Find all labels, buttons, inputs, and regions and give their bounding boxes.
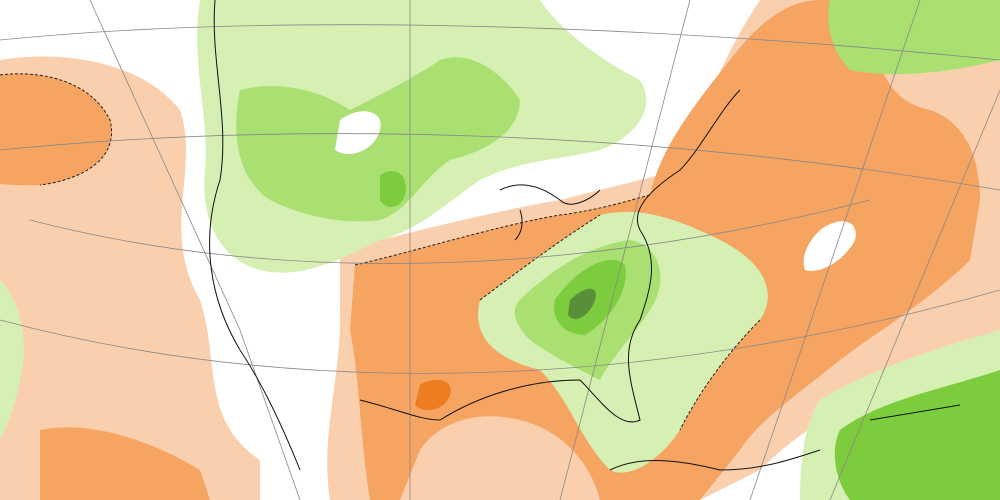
graticule: [0, 289, 1000, 374]
coastline: [359, 89, 741, 423]
green-southeast-ocean: [834, 370, 1000, 500]
dark-green-southeast: [568, 288, 596, 320]
green-northeast: [828, 0, 1000, 75]
orange-southwest: [40, 427, 210, 500]
green-north: [236, 57, 520, 222]
coastline: [499, 184, 601, 241]
coastline: [209, 0, 301, 471]
graticule: [89, 0, 301, 500]
graticule: [749, 0, 921, 500]
graticule: [559, 0, 691, 500]
graticule: [829, 89, 1000, 500]
coastline: [869, 404, 961, 421]
graticule: [0, 24, 1000, 61]
white-patch: [803, 221, 856, 271]
coastline: [609, 449, 821, 471]
dark-orange-texas: [415, 379, 451, 411]
contour: [479, 214, 761, 431]
orange-west: [0, 73, 112, 186]
light-green-west: [0, 280, 24, 440]
contour: [354, 194, 651, 266]
graticule: [0, 133, 1000, 191]
contour: [0, 73, 112, 186]
white-patch: [335, 111, 381, 154]
graticule: [29, 199, 871, 264]
mid-green-north: [380, 171, 406, 207]
